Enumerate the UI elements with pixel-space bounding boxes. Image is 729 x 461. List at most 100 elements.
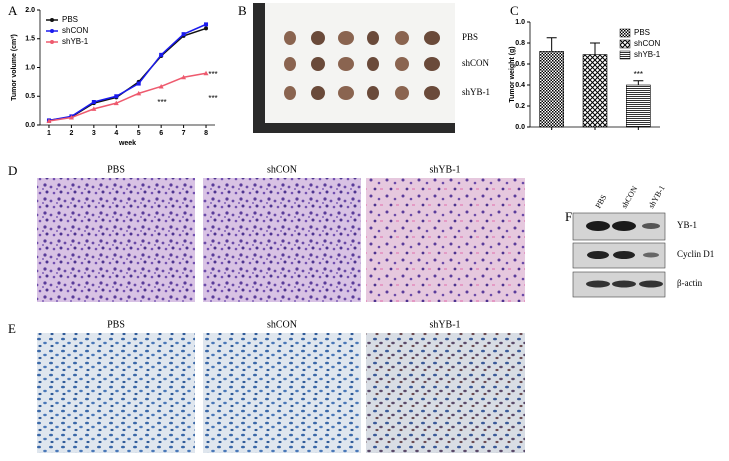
error-bar	[633, 80, 644, 85]
protein-label: YB-1	[677, 220, 697, 230]
x-tick-label: 5	[137, 130, 141, 137]
y-tick-label: 1.0	[25, 64, 35, 71]
tumor	[311, 31, 325, 45]
tumor	[338, 86, 354, 100]
error-bar	[546, 37, 557, 52]
tumor	[367, 31, 379, 45]
annotation: ***	[634, 70, 643, 79]
legend-label: PBS	[62, 15, 78, 24]
panel-letter: A	[8, 3, 18, 18]
marker	[136, 90, 142, 96]
x-tick-label: 7	[182, 130, 186, 137]
panel-letter: C	[510, 3, 519, 18]
protein-label: Cyclin D1	[677, 249, 714, 259]
bar	[582, 54, 608, 128]
legend-swatch	[619, 50, 631, 60]
lane-label: PBS	[594, 193, 609, 210]
legend-label: shCON	[62, 26, 88, 35]
legend-marker	[50, 40, 54, 44]
marker	[181, 32, 186, 37]
legend-marker	[50, 18, 54, 22]
legend-label: shYB-1	[634, 50, 661, 59]
he-image	[366, 178, 525, 302]
tumor	[284, 86, 296, 100]
panel-letter: B	[238, 3, 247, 18]
y-tick-label: 0.6	[515, 61, 525, 68]
lane-label: shYB-1	[647, 184, 667, 210]
tumor	[338, 57, 354, 71]
marker	[91, 106, 97, 111]
tumor	[395, 86, 409, 100]
tumor	[311, 86, 325, 100]
tumor	[338, 31, 354, 45]
legend-label: shYB-1	[62, 37, 89, 46]
series-line	[48, 72, 207, 122]
error-bar	[590, 42, 600, 55]
y-axis-label: Tumor volume (cm³)	[11, 34, 18, 101]
legend-swatch	[619, 28, 631, 38]
x-tick-label: 2	[69, 130, 73, 137]
row-label: PBS	[462, 32, 478, 42]
y-tick-label: 0.4	[515, 82, 525, 89]
legend-marker	[50, 29, 54, 33]
y-tick-label: 2.0	[25, 7, 35, 14]
x-tick-label: 4	[114, 130, 118, 137]
legend-swatch	[619, 39, 631, 49]
y-tick-label: 0.0	[25, 122, 35, 129]
series-line	[48, 23, 207, 122]
marker	[91, 100, 96, 104]
tumor	[367, 86, 379, 100]
image-label: shCON	[267, 164, 297, 175]
x-tick-label: 6	[159, 130, 163, 137]
he-image	[203, 178, 361, 302]
marker	[136, 81, 141, 86]
bar	[539, 51, 564, 128]
marker	[114, 94, 119, 99]
tumor	[311, 57, 325, 71]
marker	[204, 22, 209, 27]
tumor	[395, 31, 409, 45]
tumor	[424, 86, 440, 100]
tumor	[424, 57, 440, 71]
annotation: ***	[157, 98, 166, 107]
image-label: PBS	[107, 319, 125, 330]
marker	[46, 118, 52, 123]
image-label: PBS	[107, 164, 125, 175]
marker	[159, 52, 164, 57]
panel-letter: D	[8, 163, 17, 178]
protein-label: β-actin	[677, 278, 703, 288]
panel-letter: E	[8, 321, 16, 336]
row-label: shCON	[462, 58, 490, 68]
tumor	[367, 57, 379, 71]
legend-label: shCON	[634, 39, 660, 48]
he-image	[37, 178, 195, 302]
image-label: shYB-1	[429, 164, 460, 175]
annotation: ***	[208, 94, 217, 103]
tumor	[395, 57, 409, 71]
y-tick-label: 0.8	[515, 40, 525, 47]
x-tick-label: 3	[92, 130, 96, 137]
marker	[158, 83, 164, 89]
western-blot	[572, 212, 666, 298]
ihc-image	[366, 333, 525, 453]
marker	[204, 26, 209, 31]
marker	[203, 70, 209, 76]
bar	[626, 84, 651, 128]
legend-label: PBS	[634, 28, 650, 37]
panel-letter: F	[565, 209, 572, 224]
y-tick-label: 1.5	[25, 36, 35, 43]
tumor	[284, 57, 296, 71]
x-tick-label: 8	[204, 130, 208, 137]
y-tick-label: 0.0	[515, 124, 525, 131]
x-axis-label: week	[118, 140, 136, 147]
row-label: shYB-1	[462, 87, 490, 97]
marker	[181, 74, 187, 80]
ihc-image	[37, 333, 195, 453]
y-tick-label: 1.0	[515, 19, 525, 26]
annotation: ***	[208, 70, 217, 79]
x-tick-label: 1	[47, 130, 51, 137]
marker	[113, 100, 119, 106]
ihc-image	[203, 333, 361, 453]
tumor	[424, 31, 440, 45]
